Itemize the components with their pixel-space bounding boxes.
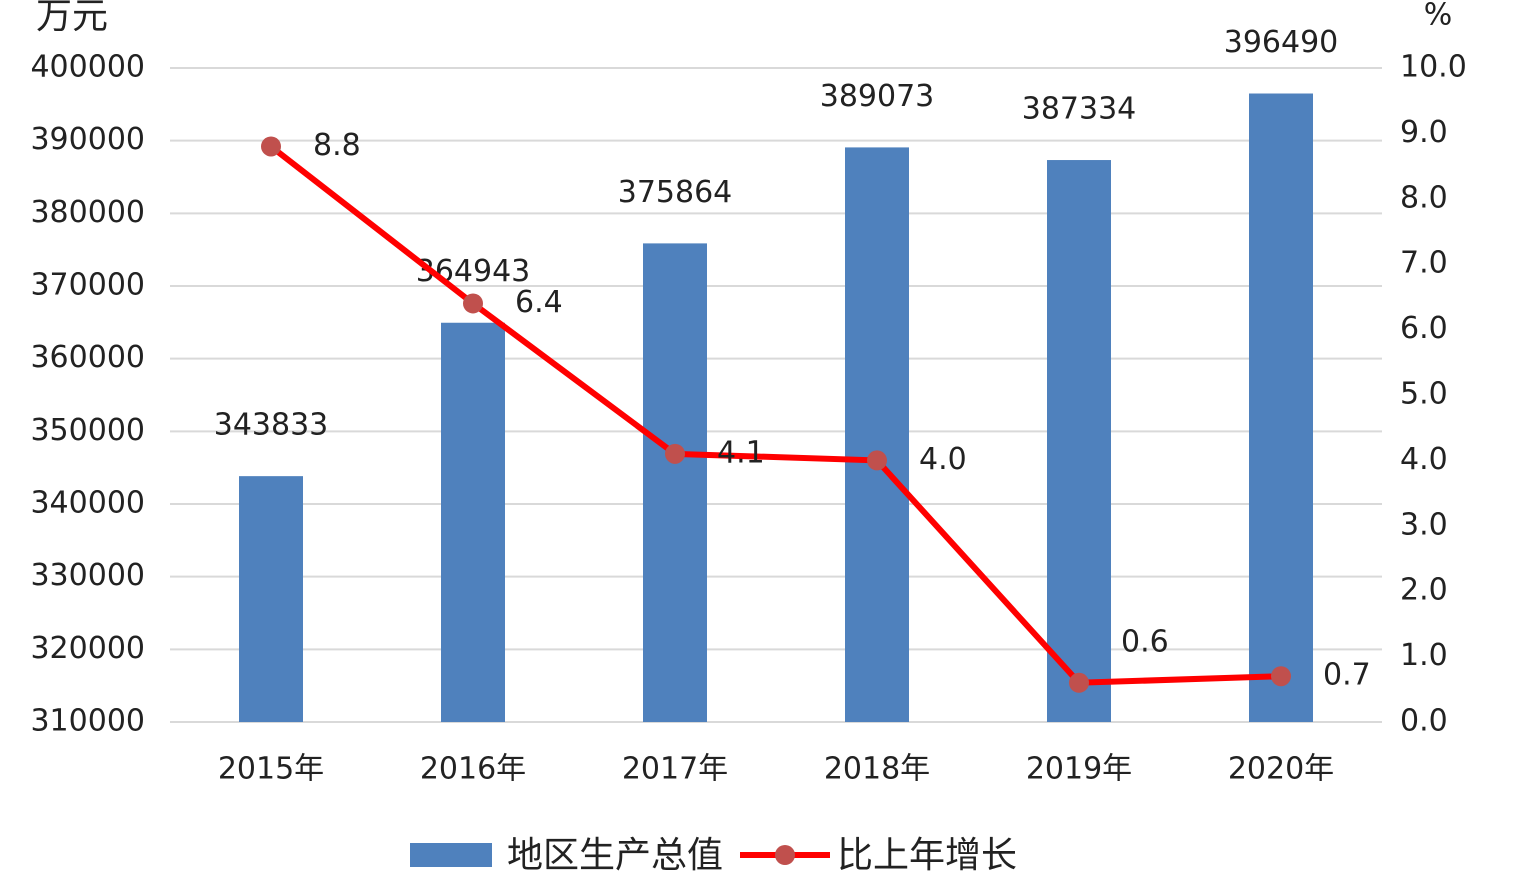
legend-label: 比上年增长 <box>837 835 1017 876</box>
line-value-label: 0.7 <box>1323 658 1371 693</box>
line-marker <box>261 136 281 157</box>
x-tick-label: 2020年 <box>1228 752 1334 787</box>
line-marker <box>463 293 483 314</box>
y2-tick-label: 1.0 <box>1400 638 1448 673</box>
line-marker <box>1271 666 1291 687</box>
y-tick-label: 320000 <box>30 631 145 666</box>
y2-axis-label: % <box>1424 0 1453 33</box>
y-tick-label: 310000 <box>30 704 145 739</box>
y2-tick-label: 5.0 <box>1400 377 1448 412</box>
bar <box>1047 160 1111 722</box>
bar-value-label: 343833 <box>214 408 329 443</box>
x-tick-label: 2015年 <box>218 752 324 787</box>
y-tick-label: 380000 <box>30 195 145 230</box>
y2-tick-label: 3.0 <box>1400 507 1448 542</box>
y2-tick-label: 2.0 <box>1400 573 1448 608</box>
legend-label: 地区生产总值 <box>507 835 723 876</box>
y2-tick-label: 4.0 <box>1400 442 1448 477</box>
x-tick-label: 2016年 <box>420 752 526 787</box>
line-value-label: 4.1 <box>717 435 765 470</box>
y2-tick-label: 0.0 <box>1400 704 1448 739</box>
bar-value-label: 375864 <box>618 175 733 210</box>
bar <box>643 243 707 723</box>
legend-marker <box>775 845 795 865</box>
legend-swatch <box>410 843 492 867</box>
y2-tick-label: 6.0 <box>1400 311 1448 346</box>
y-tick-label: 360000 <box>30 340 145 375</box>
x-tick-label: 2017年 <box>622 752 728 787</box>
y-tick-label: 370000 <box>30 268 145 303</box>
line-value-label: 4.0 <box>919 442 967 477</box>
bar-value-label: 396490 <box>1224 25 1339 60</box>
bar-value-label: 389073 <box>820 79 935 114</box>
y-tick-label: 350000 <box>30 413 145 448</box>
line-marker <box>867 450 887 471</box>
y2-tick-label: 8.0 <box>1400 180 1448 215</box>
line-marker <box>665 443 685 464</box>
y-tick-label: 390000 <box>30 122 145 157</box>
line-value-label: 6.4 <box>515 285 563 320</box>
y-axis-label: 万元 <box>36 0 108 37</box>
y2-tick-label: 10.0 <box>1400 50 1467 85</box>
line-value-label: 0.6 <box>1121 624 1169 659</box>
bar <box>845 147 909 723</box>
x-tick-label: 2019年 <box>1026 752 1132 787</box>
y2-tick-label: 9.0 <box>1400 115 1448 150</box>
y-tick-label: 400000 <box>30 50 145 85</box>
y-tick-label: 330000 <box>30 558 145 593</box>
bar <box>441 322 505 722</box>
line <box>269 144 1282 686</box>
y2-tick-label: 7.0 <box>1400 246 1448 281</box>
bar <box>1249 93 1313 723</box>
line-marker <box>1069 672 1089 693</box>
line-value-label: 8.8 <box>313 128 361 163</box>
bar <box>239 476 303 722</box>
x-tick-label: 2018年 <box>824 752 930 787</box>
y-tick-label: 340000 <box>30 486 145 521</box>
bar-value-label: 387334 <box>1022 92 1137 127</box>
